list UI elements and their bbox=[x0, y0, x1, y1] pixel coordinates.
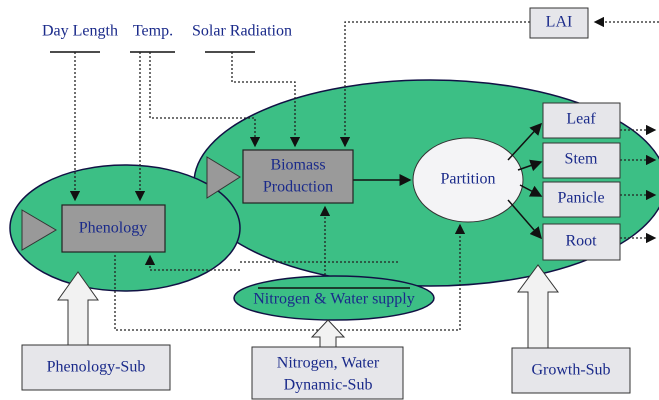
organ-label: Root bbox=[565, 233, 597, 250]
flow-arrows bbox=[353, 122, 543, 240]
sub-box bbox=[251, 346, 404, 400]
sub-label: Phenology-Sub bbox=[47, 359, 146, 376]
sub-box bbox=[511, 347, 631, 394]
connectors bbox=[69, 16, 659, 331]
supply-ellipse bbox=[233, 275, 435, 321]
node-label: LAI bbox=[546, 14, 573, 31]
triangle bbox=[21, 209, 57, 251]
sub-label: Dynamic-Sub bbox=[284, 377, 373, 394]
organ-label: Leaf bbox=[566, 111, 596, 128]
node-label: Phenology bbox=[79, 220, 147, 237]
sub-label: Growth-Sub bbox=[531, 362, 610, 379]
input-label: Temp. bbox=[133, 23, 173, 40]
partition-ellipse bbox=[412, 137, 524, 223]
node-label: Nitrogen & Water supply bbox=[253, 291, 415, 308]
organ-box bbox=[542, 223, 621, 261]
input-label: Day Length bbox=[42, 23, 118, 40]
hollow-arrow bbox=[310, 319, 346, 348]
sub-box bbox=[21, 344, 171, 391]
triangle bbox=[206, 156, 241, 199]
organ-box bbox=[542, 142, 621, 179]
node-label: Partition bbox=[440, 171, 495, 188]
sub-label: Nitrogen, Water bbox=[277, 355, 380, 372]
organ-label: Stem bbox=[565, 151, 598, 168]
hollow-arrow bbox=[517, 264, 559, 349]
node-label: Production bbox=[263, 179, 333, 196]
lai-box bbox=[529, 7, 589, 39]
hollow-arrow bbox=[57, 271, 99, 346]
organ-box bbox=[542, 102, 621, 139]
organ-label: Panicle bbox=[557, 190, 604, 207]
input-label: Solar Radiation bbox=[192, 23, 292, 40]
organ-box bbox=[542, 181, 621, 218]
biomass-box bbox=[242, 149, 354, 204]
node-label: Biomass bbox=[270, 157, 325, 174]
phenology-box bbox=[61, 204, 166, 253]
